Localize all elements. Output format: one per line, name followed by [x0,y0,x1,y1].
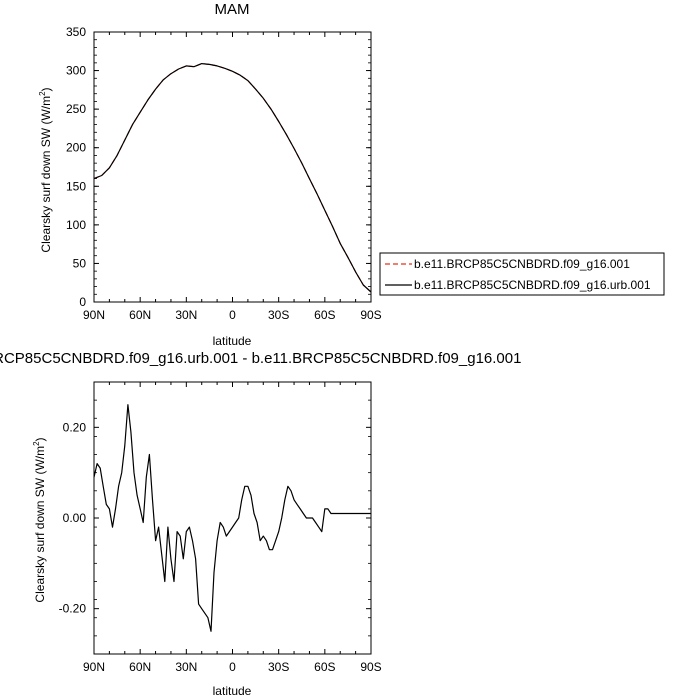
bottom-x-tick-labels: 90N 60N 30N 0 30S 60S 90S [83,660,382,674]
bottom-x-tick-label: 60N [129,660,151,674]
top-y-axis-label: Clearsky surf down SW (W/m2) [38,87,53,252]
bottom-panel: b.e11.BRCP85C5CNBDRD.f09_g16.urb.001 - b… [0,350,521,698]
top-x-tick-label: 30N [175,308,197,322]
top-x-tick-labels: 90N 60N 30N 0 30S 60S 90S [83,308,382,322]
top-y-tick-label: 50 [73,256,87,270]
top-x-tick-label: 90S [360,308,381,322]
top-y-axis-label-tail: ) [39,87,53,91]
bottom-x-tick-label: 90S [360,660,381,674]
legend-label-urban: b.e11.BRCP85C5CNBDRD.f09_g16.urb.001 [414,278,651,292]
bottom-y-axis-label: Clearsky surf down SW (W/m2) [32,437,47,602]
bottom-y-tick-label: -0.20 [59,602,87,616]
top-y-tick-label: 200 [66,141,86,155]
top-series-group [93,62,372,293]
top-tick-marks [93,31,372,303]
legend-label-control: b.e11.BRCP85C5CNBDRD.f09_g16.001 [414,257,630,271]
bottom-x-tick-label: 90N [83,660,105,674]
bottom-y-tick-labels: -0.20 0.00 0.20 [59,420,87,615]
bottom-y-tick-label: 0.00 [63,511,87,525]
top-panel: MAM 90N 60N 30N 0 30S 60S 90S 0 50 100 150 200 250 3… [38,1,665,348]
top-y-axis-label-main: Clearsky surf down SW (W/m [39,96,53,253]
top-plot-frame [93,31,372,303]
top-y-tick-label: 100 [66,218,86,232]
top-y-tick-label: 0 [79,295,86,309]
bottom-y-tick-label: 0.20 [63,420,87,434]
top-y-axis-label-sup: 2 [38,91,47,96]
bottom-series-group [93,404,371,632]
bottom-x-tick-label: 30S [268,660,289,674]
bottom-y-axis-label-main: Clearsky surf down SW (W/m [33,446,47,603]
top-y-tick-label: 300 [66,64,86,78]
top-y-tick-label: 250 [66,102,86,116]
top-series-line-0 [93,62,372,293]
top-x-tick-label: 30S [268,308,289,322]
bottom-x-tick-label: 0 [229,660,236,674]
bottom-y-axis-label-sup: 2 [32,441,41,446]
bottom-chart-title: b.e11.BRCP85C5CNBDRD.f09_g16.urb.001 - b… [0,350,521,367]
bottom-x-axis-label: latitude [213,684,252,698]
top-chart-title: MAM [215,1,250,18]
top-y-tick-label: 150 [66,179,86,193]
bottom-series-line-0 [93,404,371,632]
bottom-y-axis-label-tail: ) [33,437,47,441]
bottom-x-tick-label: 60S [314,660,335,674]
legend: b.e11.BRCP85C5CNBDRD.f09_g16.001 b.e11.B… [379,252,665,296]
top-x-tick-label: 60S [314,308,335,322]
top-x-tick-label: 0 [229,308,236,322]
top-y-tick-label: 350 [66,25,86,39]
top-x-tick-label: 60N [129,308,151,322]
top-series-line-1 [93,62,372,293]
bottom-plot-frame [93,381,372,655]
top-y-tick-labels: 0 50 100 150 200 250 300 350 [66,25,86,309]
bottom-tick-marks [93,381,372,655]
bottom-x-tick-label: 30N [175,660,197,674]
top-x-tick-label: 90N [83,308,105,322]
top-x-axis-label: latitude [213,334,252,348]
legend-box [379,252,665,296]
